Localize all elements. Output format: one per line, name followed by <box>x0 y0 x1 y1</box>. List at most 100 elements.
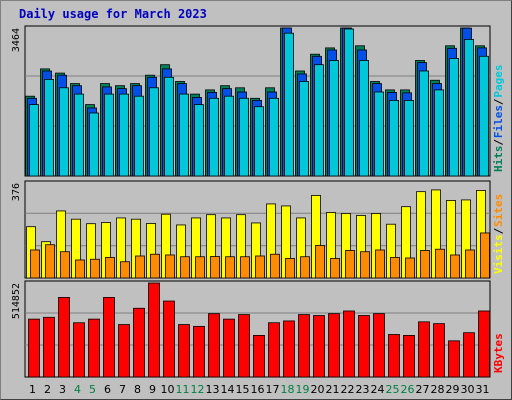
legend-separator: / <box>492 139 505 146</box>
legend-visits: Visits <box>492 234 505 274</box>
bar-kbytes-day-22 <box>343 310 355 378</box>
bar-pages-day-26 <box>404 99 414 177</box>
x-tick-label-day-10: 10 <box>161 383 175 396</box>
bar-sites-day-19 <box>300 256 310 279</box>
bar-sites-day-10 <box>165 254 175 279</box>
bar-pages-day-7 <box>119 93 129 177</box>
x-tick-label-day-9: 9 <box>149 383 156 396</box>
bar-kbytes-day-23 <box>358 315 370 378</box>
bar-sites-day-18 <box>285 258 295 279</box>
bar-kbytes-day-1 <box>28 318 40 378</box>
x-tick-label-day-30: 30 <box>461 383 475 396</box>
bar-kbytes-day-11 <box>178 324 190 378</box>
bar-pages-day-20 <box>314 64 324 177</box>
x-tick-label-day-11: 11 <box>176 383 190 396</box>
bar-sites-day-28 <box>435 248 445 279</box>
bar-kbytes-day-16 <box>253 335 265 378</box>
bar-kbytes-day-2 <box>43 316 55 378</box>
bar-kbytes-day-18 <box>283 320 295 378</box>
x-tick-label-day-1: 1 <box>29 383 36 396</box>
bar-pages-day-14 <box>224 95 234 177</box>
bar-sites-day-16 <box>255 255 265 279</box>
bar-pages-day-21 <box>329 60 339 177</box>
legend-pages: Pages <box>492 64 505 97</box>
x-tick-label-day-18: 18 <box>281 383 295 396</box>
bar-sites-day-20 <box>315 245 325 279</box>
x-tick-label-day-26: 26 <box>401 383 415 396</box>
bar-sites-day-3 <box>60 251 70 279</box>
bar-pages-day-11 <box>179 93 189 177</box>
bar-kbytes-day-8 <box>133 307 145 378</box>
x-tick-label-day-23: 23 <box>356 383 370 396</box>
x-tick-label-day-16: 16 <box>251 383 265 396</box>
x-tick-label-day-15: 15 <box>236 383 250 396</box>
bar-pages-day-31 <box>479 55 489 177</box>
bar-pages-day-22 <box>344 28 354 177</box>
legend-separator: / <box>492 227 505 234</box>
x-tick-label-day-14: 14 <box>221 383 235 396</box>
bar-kbytes-day-4 <box>73 322 85 378</box>
ymax-label-pages-files-hits: 3464 <box>11 28 22 52</box>
bar-kbytes-day-6 <box>103 297 115 378</box>
bar-pages-day-28 <box>434 89 444 177</box>
bar-pages-day-23 <box>359 60 369 177</box>
bar-pages-day-6 <box>104 93 114 177</box>
bar-kbytes-day-21 <box>328 313 340 378</box>
x-tick-label-day-31: 31 <box>476 383 490 396</box>
bar-kbytes-day-30 <box>463 332 475 378</box>
x-tick-label-day-5: 5 <box>89 383 96 396</box>
bar-pages-day-10 <box>164 76 174 177</box>
bar-sites-day-8 <box>135 255 145 279</box>
bar-sites-day-1 <box>30 249 40 279</box>
bar-pages-day-8 <box>134 95 144 177</box>
bar-sites-day-7 <box>120 261 130 279</box>
bar-kbytes-day-26 <box>403 335 415 378</box>
bar-pages-day-25 <box>389 99 399 177</box>
x-tick-label-day-24: 24 <box>371 383 385 396</box>
bar-sites-day-30 <box>465 249 475 279</box>
bar-kbytes-day-13 <box>208 313 220 378</box>
bar-kbytes-day-14 <box>223 318 235 378</box>
x-tick-label-day-12: 12 <box>191 383 205 396</box>
bar-sites-day-24 <box>375 249 385 279</box>
bar-kbytes-day-29 <box>448 340 460 378</box>
x-tick-label-day-20: 20 <box>311 383 325 396</box>
bar-pages-day-9 <box>149 87 159 177</box>
bar-sites-day-27 <box>420 250 430 279</box>
x-tick-label-day-17: 17 <box>266 383 280 396</box>
x-tick-label-day-3: 3 <box>59 383 66 396</box>
bar-kbytes-day-31 <box>478 310 490 378</box>
bar-sites-day-2 <box>45 244 55 279</box>
bar-kbytes-day-9 <box>148 282 160 378</box>
bar-pages-day-4 <box>74 93 84 177</box>
bar-kbytes-day-19 <box>298 314 310 378</box>
bar-kbytes-day-12 <box>193 325 205 378</box>
bar-sites-day-9 <box>150 253 160 279</box>
x-tick-label-day-6: 6 <box>104 383 111 396</box>
bar-pages-day-17 <box>269 97 279 177</box>
bar-sites-day-22 <box>345 250 355 279</box>
bar-sites-day-25 <box>390 257 400 279</box>
bar-kbytes-day-27 <box>418 321 430 378</box>
legend-sites: Sites <box>492 194 505 227</box>
bar-pages-day-15 <box>239 97 249 177</box>
bar-sites-day-17 <box>270 253 280 279</box>
bar-pages-day-24 <box>374 91 384 177</box>
bar-pages-day-5 <box>89 112 99 177</box>
x-tick-label-day-19: 19 <box>296 383 310 396</box>
bar-sites-day-4 <box>75 259 85 279</box>
bar-sites-day-12 <box>195 256 205 279</box>
bar-pages-day-27 <box>419 70 429 177</box>
bar-sites-day-5 <box>90 258 100 279</box>
x-tick-label-day-2: 2 <box>44 383 51 396</box>
bar-pages-day-12 <box>194 104 204 177</box>
ymax-label-sites-visits: 376 <box>11 183 22 201</box>
bar-pages-day-18 <box>284 32 294 177</box>
bar-pages-day-19 <box>299 81 309 177</box>
bar-sites-day-29 <box>450 254 460 279</box>
x-tick-label-day-27: 27 <box>416 383 430 396</box>
bar-sites-day-13 <box>210 256 220 279</box>
x-tick-label-day-25: 25 <box>386 383 400 396</box>
bar-kbytes-day-24 <box>373 313 385 378</box>
